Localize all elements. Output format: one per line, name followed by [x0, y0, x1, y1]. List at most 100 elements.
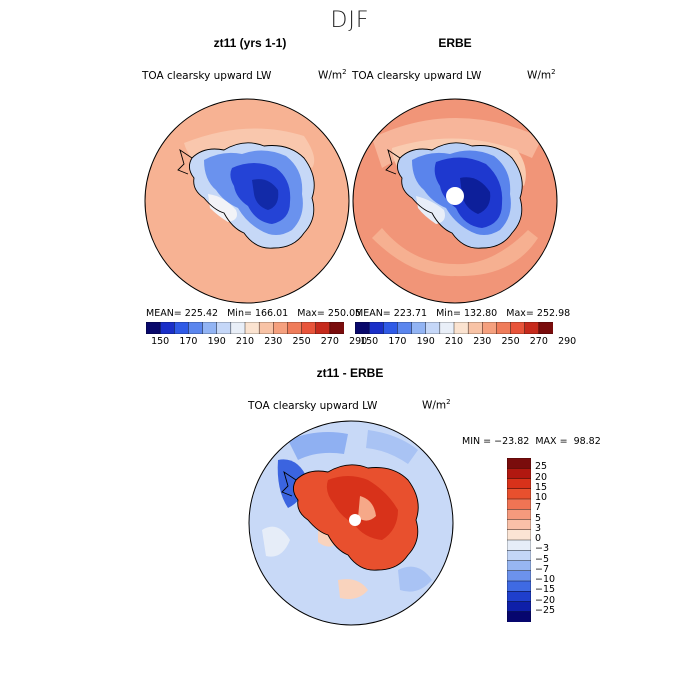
- colorbar-tick-label: −10: [535, 574, 556, 585]
- panel2-units: W/m2: [527, 68, 556, 82]
- panel3-blob-sw: [262, 526, 290, 557]
- colorbar-tick-label: −5: [535, 553, 550, 565]
- colorbar-tick-label: 230: [473, 336, 492, 347]
- panel3-colorbar-ticks: 25 20 15 10 7 5 3 0 −3 −5 −7 −10 −15 −20 −25: [535, 458, 575, 622]
- colorbar-swatch: [507, 570, 531, 582]
- panel2-colorbar: [355, 322, 553, 334]
- panel2-pole-hole: [446, 187, 464, 205]
- colorbar-swatch: [315, 322, 331, 334]
- colorbar-swatch: [507, 468, 531, 480]
- colorbar-swatch: [524, 322, 540, 334]
- colorbar-swatch: [453, 322, 469, 334]
- colorbar-tick-label: 3: [535, 522, 542, 534]
- colorbar-tick-label: 0: [535, 533, 542, 544]
- colorbar-swatch: [507, 478, 531, 490]
- panel3-blob-s: [338, 579, 368, 599]
- panel1-max: 250.05: [327, 308, 362, 319]
- panel2-coastline: [397, 142, 523, 249]
- colorbar-swatch: [439, 322, 455, 334]
- colorbar-swatch: [467, 322, 483, 334]
- colorbar-tick-label: 270: [320, 336, 339, 347]
- panel1-title: zt11 (yrs 1-1): [213, 36, 287, 50]
- panel3-min: −23.82: [494, 436, 530, 447]
- panel1-colorbar-ticks: 150 170 190 210 230 250 270 290: [146, 336, 367, 350]
- panel3-max-label: MAX =: [535, 436, 568, 447]
- panel1-colorbar: [146, 322, 344, 334]
- panel1-antarctica-peak: [252, 179, 279, 210]
- panel2-peninsula: [385, 148, 401, 175]
- colorbar-swatch: [507, 488, 531, 500]
- colorbar-swatch: [397, 322, 413, 334]
- colorbar-tick-label: 170: [388, 336, 407, 347]
- colorbar-swatch: [244, 322, 260, 334]
- colorbar-tick-label: 250: [501, 336, 520, 347]
- panel1-units-base: W/m: [318, 69, 343, 82]
- colorbar-swatch: [507, 550, 531, 562]
- panel1-stats: MEAN= 225.42 Min= 166.01 Max= 250.05: [146, 308, 361, 319]
- panel3-blob-se: [398, 566, 432, 592]
- colorbar-swatch: [202, 322, 218, 334]
- colorbar-tick-label: 290: [349, 336, 368, 347]
- colorbar-swatch: [301, 322, 317, 334]
- panel3-units-exp: 2: [446, 398, 451, 406]
- panel1-max-label: Max=: [297, 308, 325, 319]
- colorbar-tick-label: 190: [207, 336, 226, 347]
- colorbar-swatch: [216, 322, 232, 334]
- panel1-ross-shelf: [208, 194, 237, 222]
- panel2-mean-label: MEAN=: [355, 308, 391, 319]
- colorbar-tick-label: 25: [535, 461, 548, 473]
- colorbar-swatch: [507, 529, 531, 541]
- colorbar-tick-label: 210: [235, 336, 255, 347]
- panel2-colorbar-ticks: 150 170 190 210 230 250 270 290: [355, 336, 576, 350]
- panel3-peninsula: [281, 470, 297, 497]
- panel3-colorbar: [507, 458, 531, 622]
- colorbar-swatch: [507, 601, 531, 613]
- panel1-frame: [144, 98, 350, 304]
- panel3-coastline: [293, 464, 419, 571]
- colorbar-swatch: [507, 611, 531, 622]
- panel2-max-label: Max=: [506, 308, 534, 319]
- colorbar-tick-label: −25: [535, 604, 556, 616]
- panel2-ross-shelf: [416, 196, 445, 224]
- panel3-units: W/m2: [422, 398, 451, 412]
- colorbar-tick-label: 190: [416, 336, 435, 347]
- panel2-band-bottom: [372, 228, 538, 277]
- colorbar-tick-label: 290: [558, 336, 577, 347]
- panel2-title: ERBE: [438, 36, 472, 50]
- colorbar-swatch: [507, 539, 531, 551]
- colorbar-swatch: [496, 322, 512, 334]
- colorbar-swatch: [538, 322, 553, 334]
- colorbar-tick-label: 230: [264, 336, 283, 347]
- colorbar-swatch: [159, 322, 175, 334]
- panel3-frame: [248, 420, 454, 626]
- panel3-min-label: MIN =: [462, 436, 492, 447]
- colorbar-swatch: [273, 322, 288, 334]
- panel2-frame: [352, 98, 558, 304]
- colorbar-swatch: [383, 322, 398, 334]
- colorbar-tick-label: 5: [535, 512, 542, 524]
- colorbar-tick-label: −20: [535, 594, 556, 606]
- panel3-max: 98.82: [573, 436, 601, 447]
- colorbar-swatch: [507, 580, 531, 592]
- colorbar-tick-label: 15: [535, 481, 548, 493]
- panel3-field-label: TOA clearsky upward LW: [248, 400, 378, 412]
- panel3-title: zt11 - ERBE: [316, 366, 384, 380]
- colorbar-tick-label: 150: [360, 336, 379, 347]
- panel3-blob-n: [288, 432, 348, 460]
- panel1-mean-label: MEAN=: [146, 308, 182, 319]
- panel3-antarctica-light: [358, 496, 376, 521]
- colorbar-swatch: [287, 322, 303, 334]
- colorbar-tick-label: 10: [535, 492, 548, 503]
- panel2-min-label: Min=: [436, 308, 461, 319]
- panel1-coastline: [189, 142, 315, 249]
- figure-title: DJF: [330, 8, 370, 33]
- colorbar-tick-label: 250: [292, 336, 311, 347]
- panel2-field-label: TOA clearsky upward LW: [352, 70, 482, 82]
- panel2-map: [352, 98, 558, 304]
- colorbar-swatch: [507, 498, 531, 510]
- panel1-field-label: TOA clearsky upward LW: [142, 70, 272, 82]
- panel1-min: 166.01: [254, 308, 289, 319]
- colorbar-swatch: [258, 322, 274, 334]
- colorbar-swatch: [425, 322, 441, 334]
- colorbar-swatch: [510, 322, 526, 334]
